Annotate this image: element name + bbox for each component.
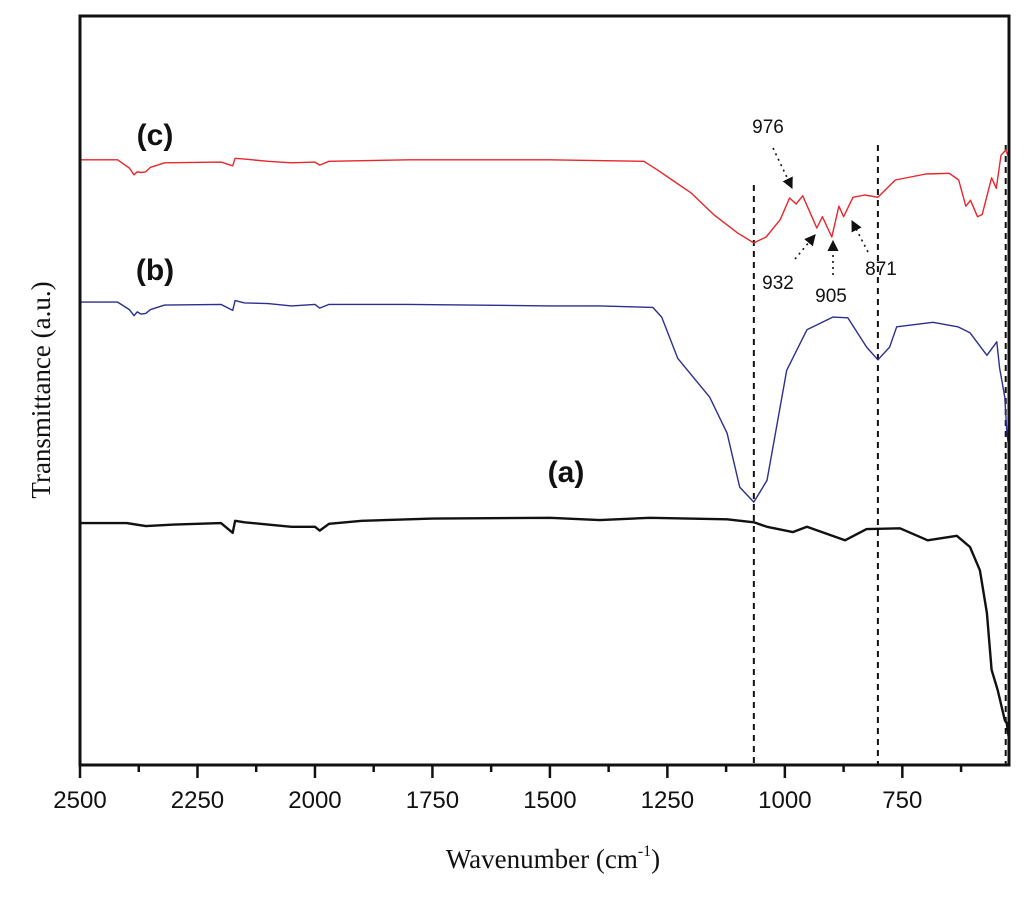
peak-annotations: 976 932 905 871 <box>752 117 897 307</box>
x-tick-label: 2500 <box>53 787 106 814</box>
series-line-b <box>80 299 1010 503</box>
peak-arrow <box>851 220 869 253</box>
peak-label-932: 932 <box>762 273 794 294</box>
peak-label-871: 871 <box>865 259 897 280</box>
x-tick-label: 2250 <box>171 787 224 814</box>
curve-label-c: (c) <box>137 119 174 152</box>
x-tick-label: 750 <box>882 787 922 814</box>
peak-arrow <box>772 147 793 190</box>
x-axis-title: Wavenumber (cm-1) <box>446 843 660 874</box>
peak-label-905: 905 <box>815 286 847 307</box>
spectra <box>80 149 1011 739</box>
curve-label-b: (b) <box>136 254 174 287</box>
curve-label-a: (a) <box>548 456 585 489</box>
x-tick-label: 1500 <box>523 787 576 814</box>
x-axis-title-close: ) <box>651 844 660 874</box>
y-axis-title: Transmittance (a.u.) <box>26 281 56 498</box>
series-line-c <box>80 149 1010 244</box>
reference-lines <box>752 145 1007 765</box>
plot-frame <box>78 14 1011 767</box>
x-tick-label: 1250 <box>641 787 694 814</box>
series-line-a <box>80 516 1011 739</box>
x-axis-title-sup: -1 <box>638 843 651 860</box>
x-tick-label: 1750 <box>406 787 459 814</box>
x-tick-label: 2000 <box>288 787 341 814</box>
x-tick-label: 1000 <box>758 787 811 814</box>
peak-arrow <box>794 234 816 260</box>
x-axis-ticks <box>78 765 963 778</box>
peak-label-976: 976 <box>752 117 784 138</box>
x-axis-title-main: Wavenumber (cm <box>446 844 638 874</box>
x-axis-tick-labels: 2500 2250 2000 1750 1500 1250 1000 750 <box>53 787 922 814</box>
